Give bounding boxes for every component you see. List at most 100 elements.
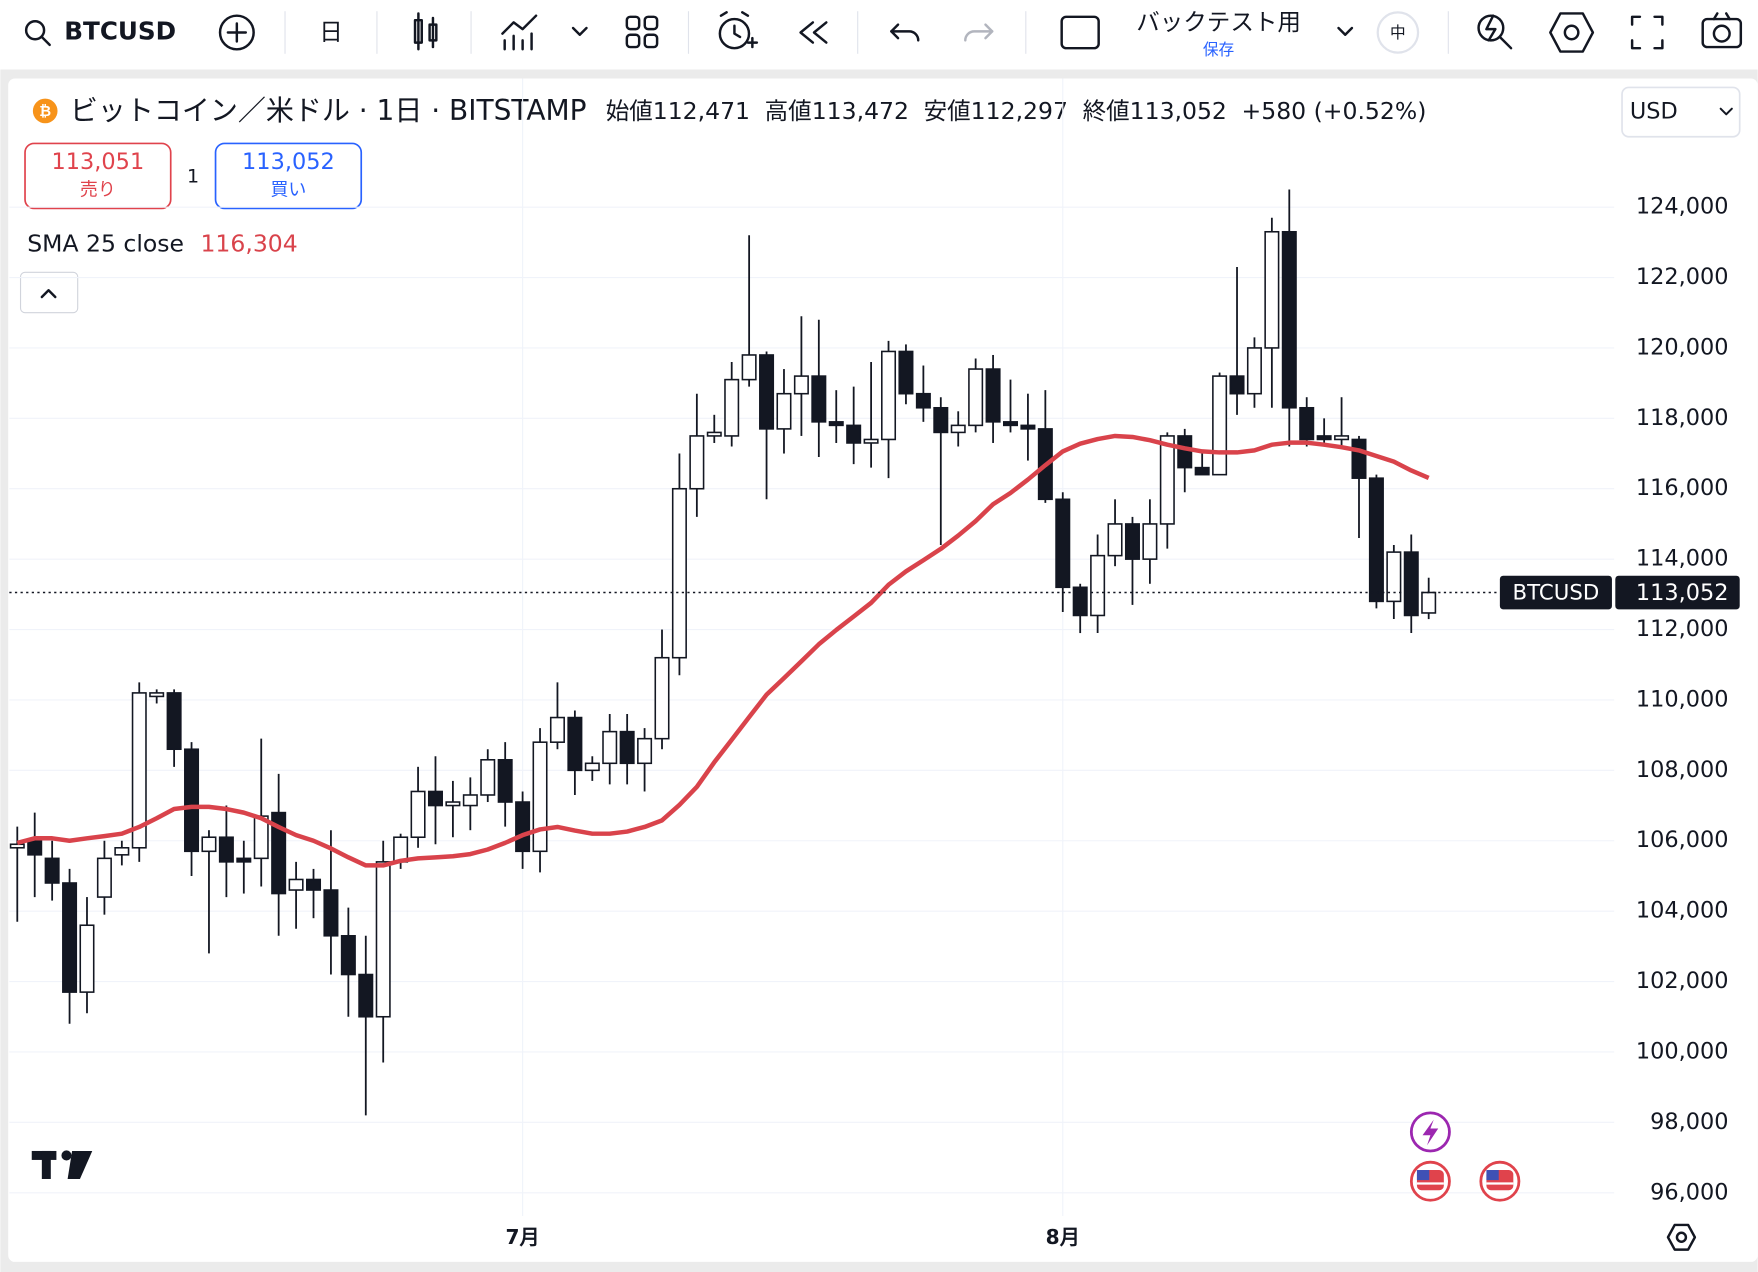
plot: 96,000 98,000 100,000 102,000 104,000 106,000… [9,78,1740,1249]
candle-body [201,836,217,853]
layout-save[interactable]: 保存 [1203,40,1234,59]
candle-body [1351,438,1367,479]
candle-body [933,406,949,434]
price-tag-label: 113,052 [1636,580,1729,606]
candle-body [1002,421,1019,427]
candle-body [1072,586,1088,617]
candle-body [1177,435,1193,469]
candle-body [549,716,565,743]
buy-label[interactable]: 買い [270,180,306,201]
price-tag [1615,575,1740,610]
candle-body [706,431,722,437]
candle-body [619,730,635,765]
candle-body [741,354,757,381]
candle-body [1159,435,1175,525]
coin-glyph: ₿ [39,103,51,120]
interval[interactable]: 日 [319,18,343,46]
candle-body [410,790,426,839]
layout-name[interactable]: バックテスト用 [1136,8,1301,36]
quick-search-icon[interactable] [1477,14,1513,50]
dropdown-chevron[interactable] [1719,107,1733,116]
y-tick-label: 118,000 [1636,405,1729,431]
snapshot-icon[interactable] [1701,12,1743,49]
chart-type-icon[interactable] [413,12,438,51]
layout-icon[interactable] [625,15,659,49]
candle-body [1299,406,1315,441]
candle-body [1229,375,1245,395]
candle-body [881,350,897,441]
close-value: 113,052 [1130,97,1227,125]
y-tick-label: 112,000 [1636,616,1729,642]
currency-select[interactable] [1621,86,1741,138]
sell-button[interactable] [24,142,172,210]
dropdown-chevron[interactable] [571,26,588,36]
redo-icon[interactable] [964,23,994,42]
sma-name: SMA 25 close [27,229,184,257]
size-badge[interactable]: 中 [1390,23,1406,42]
candle-body [497,759,513,803]
buy-button[interactable] [214,142,363,210]
candle-body [480,759,496,796]
candle-body [1055,498,1071,589]
y-tick-label: 100,000 [1636,1038,1729,1064]
axis-settings-icon[interactable] [1666,1223,1697,1251]
y-tick-label: 96,000 [1650,1179,1728,1205]
replay-icon[interactable] [799,21,828,44]
event-bolt[interactable] [1422,1119,1439,1146]
candle-body [759,354,775,430]
candle-body [9,843,25,849]
instrument: ビットコイン／米ドル · 1日 · BITSTAMP [70,94,587,127]
fullscreen-icon[interactable] [1630,15,1664,50]
indicator-legend: SMA 25 close 116,304 [27,229,297,257]
candle-body [602,730,618,765]
search-icon[interactable] [24,20,51,47]
candle-body [1020,424,1036,430]
candle-body [532,741,548,853]
y-tick-label: 110,000 [1636,686,1729,712]
alert-icon[interactable] [718,11,759,50]
candle-body [288,878,304,891]
candle-body [375,861,391,1018]
sell-label[interactable]: 売り [80,180,116,201]
y-tick-label: 98,000 [1650,1109,1728,1135]
sma-value: 116,304 [200,229,297,257]
symbol[interactable]: BTCUSD [64,17,176,46]
candle-body [462,794,478,807]
candle-body [776,392,792,430]
economic-event[interactable] [1479,1160,1521,1202]
currency[interactable]: USD [1630,99,1678,125]
candle-body [846,424,862,444]
candle-body [184,748,200,853]
settings-icon[interactable] [1549,12,1595,53]
indicators-icon[interactable] [501,14,538,51]
size-badge-ring[interactable] [1376,11,1420,54]
chart-panel [8,78,1758,1262]
y-tick-label: 108,000 [1636,757,1729,783]
candle-body [114,847,130,856]
y-tick-label: 120,000 [1636,334,1729,360]
buy-price[interactable]: 113,052 [242,149,335,175]
candle-body [271,811,287,895]
candle-body [584,762,600,772]
collapse-chevron[interactable] [40,289,57,299]
sma-line [16,433,1430,868]
candle-body [1386,551,1402,603]
candle-body [1090,554,1106,617]
candle-body [793,375,809,395]
candle-body [1281,230,1297,409]
sell-price[interactable]: 113,051 [52,149,145,175]
candle-body [131,692,147,849]
candle-body [358,973,374,1018]
undo-icon[interactable] [890,23,920,42]
add-symbol-icon[interactable] [218,14,255,51]
dropdown-chevron[interactable] [1337,26,1354,36]
candle-body [445,801,461,807]
layout-box-icon[interactable] [1060,15,1100,50]
candle-body [811,375,827,423]
x-tick-label: 7月 [506,1225,540,1249]
economic-event[interactable] [1409,1160,1451,1202]
y-tick-label: 102,000 [1636,968,1729,994]
y-tick-label: 124,000 [1636,194,1729,220]
open-label: 始値 [606,97,653,125]
